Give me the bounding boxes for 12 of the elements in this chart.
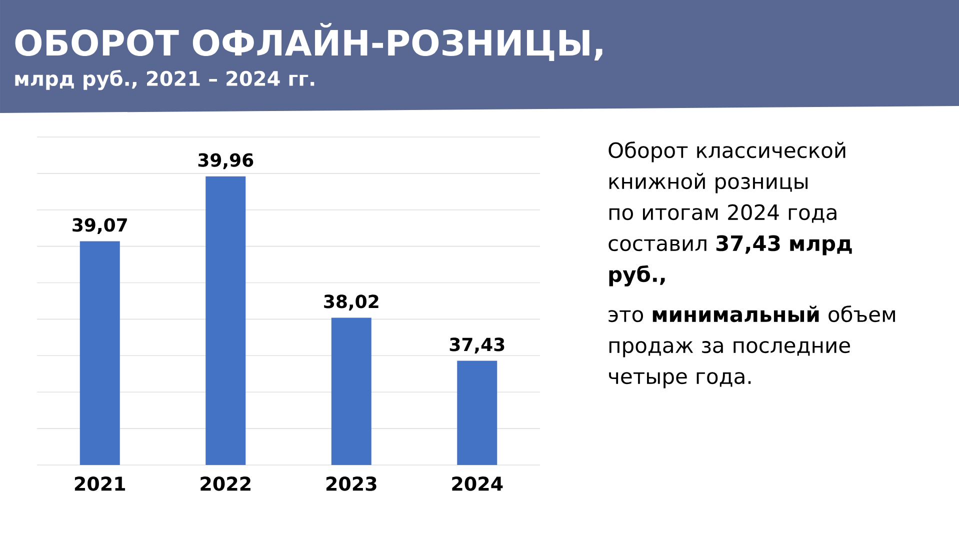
data-label: 39,07 bbox=[72, 218, 127, 234]
x-tick-label: 2021 bbox=[74, 476, 126, 491]
x-tick-label: 2023 bbox=[326, 476, 376, 491]
data-label: 38,02 bbox=[324, 294, 378, 311]
chart-title: ОБОРОТ ОФЛАЙН-РОЗНИЦЫ, bbox=[15, 23, 602, 61]
x-tick-label: 2022 bbox=[200, 476, 250, 491]
data-label: 39,96 bbox=[198, 153, 254, 170]
data-label: 37,43 bbox=[450, 338, 504, 354]
text: это минимальный объем продаж за последние четыре года. bbox=[608, 306, 895, 388]
chart-subtitle: млрд руб., 2021 – 2024 гг. bbox=[15, 70, 314, 90]
text: Оборот классической книжной розницы по итогам 2024 года составил 37,43 млрд руб., bbox=[608, 142, 852, 286]
x-tick-label: 2024 bbox=[452, 476, 503, 491]
